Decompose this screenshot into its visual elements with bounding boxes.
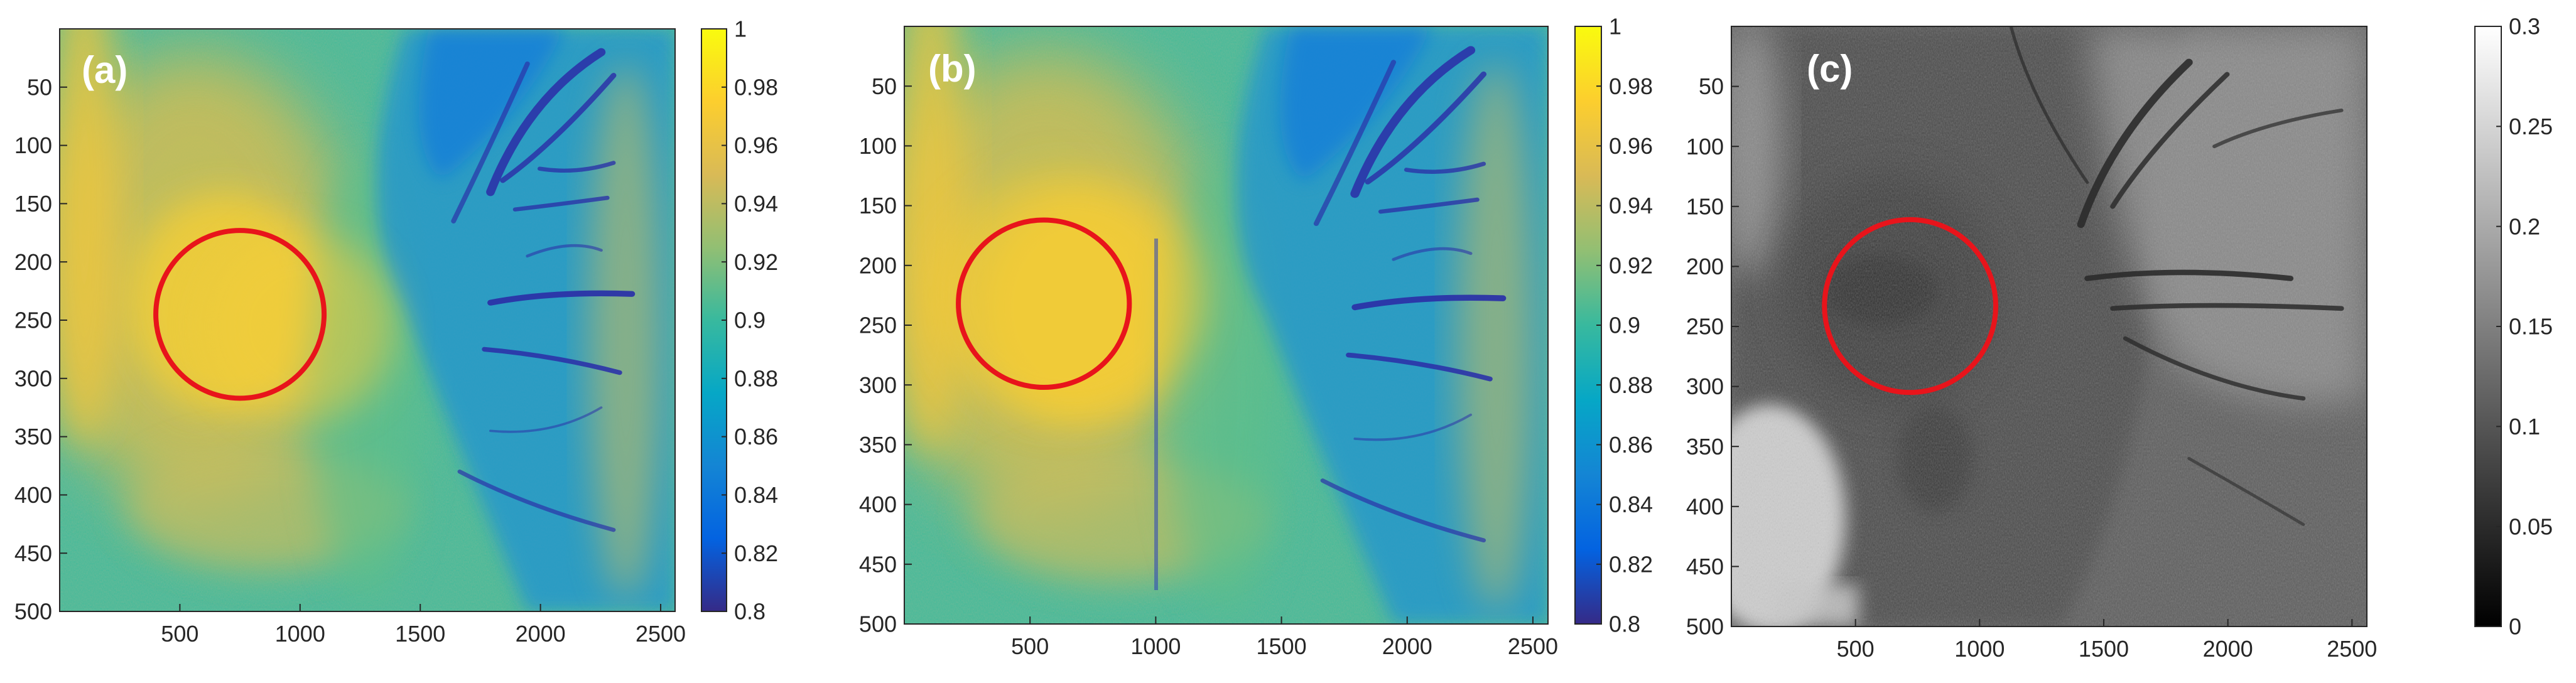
highlight-circle-c [1822, 217, 1999, 395]
y-tick-label: 100 [1686, 134, 1724, 159]
x-axis-a: 500 1000 1500 2000 2500 [161, 604, 686, 647]
colorbar-tick-label: 0.86 [1609, 432, 1653, 458]
x-tick-label: 2000 [1382, 633, 1432, 659]
x-tick-label: 2500 [1508, 633, 1558, 659]
colorbar-tick-label: 0.98 [1609, 73, 1653, 99]
panel-label-c: (c) [1807, 48, 1853, 90]
colorbar-tick-label: 0.88 [734, 365, 778, 391]
y-tick-label: 400 [14, 482, 52, 508]
colorbar-tick-label: 0.2 [2509, 213, 2540, 239]
y-tick-label: 500 [859, 611, 897, 637]
x-tick-label: 2000 [2203, 636, 2253, 662]
colorbar-tick-label: 0.82 [1609, 551, 1653, 577]
colorbar-tick-label: 0.9 [1609, 313, 1640, 338]
y-tick-label: 150 [1686, 193, 1724, 219]
y-tick-label: 150 [859, 193, 897, 218]
y-tick-label: 100 [14, 132, 52, 158]
colorbar-tick-label: 0.15 [2509, 314, 2553, 340]
y-tick-label: 350 [859, 432, 897, 458]
heatmap-image-c [1693, 14, 2367, 633]
panel-label-a: (a) [82, 49, 127, 91]
y-tick-label: 500 [14, 599, 52, 625]
y-tick-label: 350 [14, 424, 52, 449]
y-tick-label: 250 [1686, 314, 1724, 340]
highlight-circle-b [956, 217, 1132, 390]
y-tick-label: 300 [859, 372, 897, 398]
x-tick-label: 500 [161, 621, 198, 647]
x-tick-label: 500 [1011, 633, 1049, 659]
x-axis-c: 500 1000 1500 2000 2500 [1837, 619, 2377, 662]
y-tick-label: 300 [1686, 374, 1724, 399]
colorbar-tick-label: 0.3 [2509, 14, 2540, 40]
y-tick-label: 400 [859, 492, 897, 517]
colorbar-ticks-c: 0 0.05 0.1 0.15 0.2 0.25 0.3 [2496, 14, 2553, 640]
heatmap-image-b [879, 0, 1548, 624]
colorbar-tick-label: 0.9 [734, 308, 766, 333]
colorbar-tick-label: 0.96 [734, 132, 778, 158]
colorbar-tick-label: 0.25 [2509, 114, 2553, 139]
x-tick-label: 1500 [2079, 636, 2129, 662]
colorbar-tick-label: 0.84 [734, 482, 778, 508]
y-tick-label: 500 [1686, 614, 1724, 640]
x-axis-b: 500 1000 1500 2000 2500 [1011, 616, 1558, 659]
panel-c: 50 100 150 200 250 300 350 400 450 500 500 1000 150… [1686, 14, 2553, 662]
y-tick-label: 200 [14, 249, 52, 275]
colorbar-tick-label: 0.94 [734, 191, 778, 217]
x-tick-label: 1500 [395, 621, 445, 647]
y-tick-label: 50 [27, 74, 52, 100]
y-tick-label: 200 [859, 252, 897, 278]
colorbar-tick-label: 0.88 [1609, 372, 1653, 398]
x-tick-label: 1000 [1130, 633, 1181, 659]
x-tick-label: 2000 [516, 621, 566, 647]
colorbar-ticks-a: 0.8 0.82 0.84 0.86 0.88 0.9 0.92 0.94 0.96 0.98 1 [722, 16, 778, 625]
panel-label-b: (b) [928, 48, 977, 90]
colorbar-tick-label: 0.8 [734, 599, 766, 625]
x-tick-label: 1000 [1954, 636, 2005, 662]
y-tick-label: 100 [859, 133, 897, 159]
heatmap-image-a [35, 0, 675, 611]
x-tick-label: 500 [1837, 636, 1875, 662]
y-tick-label: 250 [14, 308, 52, 333]
y-tick-label: 250 [859, 313, 897, 338]
x-tick-label: 1000 [275, 621, 325, 647]
x-tick-label: 1500 [1257, 633, 1307, 659]
x-tick-label: 2500 [636, 621, 686, 647]
y-tick-label: 450 [859, 551, 897, 577]
y-tick-label: 350 [1686, 434, 1724, 460]
colorbar-tick-label: 0.05 [2509, 514, 2553, 539]
colorbar-tick-label: 1 [734, 16, 747, 42]
y-tick-label: 150 [14, 191, 52, 217]
y-axis-b: 50 100 150 200 250 300 350 400 450 500 [859, 73, 912, 637]
y-tick-label: 200 [1686, 254, 1724, 279]
colorbar-b [1574, 26, 1602, 625]
colorbar-tick-label: 1 [1609, 14, 1621, 40]
x-tick-label: 2500 [2327, 636, 2377, 662]
colorbar-tick-label: 0 [2509, 614, 2521, 640]
y-tick-label: 50 [1699, 73, 1724, 99]
colorbar-tick-label: 0.98 [734, 74, 778, 100]
colorbar-tick-label: 0.84 [1609, 492, 1653, 517]
y-tick-label: 300 [14, 365, 52, 391]
colorbar-tick-label: 0.82 [734, 540, 778, 566]
colorbar-tick-label: 0.8 [1609, 611, 1640, 637]
colorbar-tick-label: 0.1 [2509, 414, 2540, 439]
colorbar-tick-label: 0.92 [734, 249, 778, 275]
colorbar-tick-label: 0.96 [1609, 133, 1653, 159]
y-tick-label: 450 [14, 540, 52, 566]
y-tick-label: 400 [1686, 493, 1724, 519]
y-axis-c: 50 100 150 200 250 300 350 400 450 500 [1686, 73, 1739, 640]
y-tick-label: 50 [872, 73, 897, 99]
colorbar-tick-label: 0.94 [1609, 193, 1653, 218]
highlight-circle-a [153, 228, 327, 401]
colorbar-tick-label: 0.92 [1609, 252, 1653, 278]
colorbar-tick-label: 0.86 [734, 424, 778, 449]
y-tick-label: 450 [1686, 554, 1724, 579]
y-axis-a: 50 100 150 200 250 300 350 400 450 500 [14, 74, 67, 625]
colorbar-ticks-b: 0.8 0.82 0.84 0.86 0.88 0.9 0.92 0.94 0.96 0.98 1 [1596, 14, 1653, 637]
